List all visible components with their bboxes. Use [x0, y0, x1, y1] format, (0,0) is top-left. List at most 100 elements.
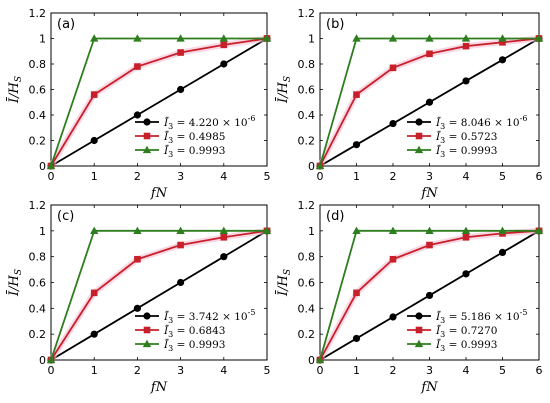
data-point-circle — [220, 253, 228, 261]
y-tick-label: 0.2 — [298, 135, 316, 148]
y-tick-label: 0 — [308, 354, 315, 367]
y-tick-label: 0.6 — [29, 277, 47, 290]
chart-panel-c: 0 1 2 3 4 5 0 0.2 0.4 0.6 0.8 1 1.2 fN Ī/HS (c) Ī3 = 3.7… — [6, 199, 272, 395]
y-axis-label: Ī/HS — [6, 76, 24, 104]
x-tick-label: 0 — [48, 364, 55, 377]
y-tick-label: 1.2 — [29, 199, 47, 212]
y-tick-label: 1 — [39, 225, 46, 238]
x-tick-label: 5 — [499, 170, 506, 183]
series-3 — [46, 226, 272, 364]
x-tick-label: 0 — [317, 170, 324, 183]
data-point-circle — [133, 304, 141, 312]
y-tick-label: 0.4 — [298, 302, 316, 315]
legend-marker-square — [143, 326, 151, 334]
y-tick-label: 0.8 — [29, 251, 47, 264]
legend-label: Ī3 = 0.9993 — [435, 144, 497, 159]
series-line — [50, 37, 268, 167]
panel-label: (b) — [326, 17, 344, 32]
x-tick-label: 5 — [264, 170, 271, 183]
data-point-triangle — [90, 34, 99, 42]
data-point-square — [90, 91, 98, 98]
data-point-triangle — [90, 226, 99, 234]
data-point-triangle — [262, 226, 272, 234]
panel-label: (d) — [326, 209, 344, 224]
data-point-square — [389, 255, 397, 263]
y-tick-label: 1.2 — [298, 199, 316, 212]
data-point-square — [462, 233, 470, 241]
series-3 — [46, 34, 272, 170]
legend-label: Ī3 = 0.9993 — [163, 338, 225, 353]
x-tick-label: 1 — [91, 170, 98, 183]
data-point-circle — [462, 270, 470, 278]
x-tick-label: 4 — [220, 170, 227, 183]
y-tick-label: 0.4 — [29, 302, 47, 315]
y-tick-label: 0.4 — [29, 109, 47, 122]
legend-marker-circle — [143, 312, 151, 320]
y-tick-label: 1 — [39, 33, 46, 46]
data-point-circle — [352, 141, 361, 149]
plot-frame — [50, 204, 268, 361]
y-tick-label: 1.2 — [298, 7, 316, 20]
data-point-triangle — [219, 34, 228, 42]
data-point-square — [462, 42, 470, 50]
series-line — [50, 230, 268, 361]
data-point-circle — [389, 119, 397, 128]
y-tick-label: 0 — [39, 354, 46, 367]
series-line — [50, 37, 268, 167]
series-3 — [315, 34, 544, 170]
data-point-triangle — [498, 34, 507, 42]
y-tick-label: 1 — [308, 225, 315, 238]
data-point-square — [353, 91, 360, 98]
y-tick-label: 0 — [308, 160, 315, 173]
x-tick-label: 1 — [353, 170, 360, 183]
series-line — [50, 37, 267, 167]
data-point-circle — [498, 248, 507, 257]
x-tick-label: 1 — [91, 364, 98, 377]
legend-marker-triangle — [414, 339, 424, 348]
x-tick-label: 3 — [426, 364, 433, 377]
data-point-square — [90, 289, 98, 297]
data-point-circle — [462, 77, 470, 85]
legend-label: Ī3 = 0.6843 — [163, 324, 225, 339]
data-point-square — [353, 289, 360, 297]
x-tick-label: 4 — [220, 364, 227, 377]
data-point-triangle — [461, 226, 471, 234]
data-point-triangle — [315, 161, 325, 170]
data-point-circle — [352, 334, 361, 343]
data-point-square — [134, 255, 141, 263]
legend-label: Ī3 = 3.742 × 10-5 — [163, 308, 255, 325]
x-axis-label: fN — [150, 186, 168, 201]
x-tick-label: 5 — [264, 364, 271, 377]
data-point-square — [389, 64, 397, 72]
x-axis-label: fN — [420, 380, 438, 395]
data-point-circle — [90, 136, 98, 145]
data-point-circle — [389, 313, 397, 321]
data-point-triangle — [133, 226, 142, 234]
x-tick-label: 5 — [499, 364, 506, 377]
data-point-circle — [425, 291, 434, 300]
data-point-circle — [498, 56, 507, 64]
x-axis-label: fN — [150, 380, 168, 395]
y-tick-label: 1.2 — [29, 7, 47, 20]
y-tick-label: 0.2 — [29, 135, 47, 148]
data-point-triangle — [352, 226, 361, 234]
x-tick-label: 6 — [536, 170, 543, 183]
y-tick-label: 0.2 — [298, 328, 316, 341]
x-tick-label: 3 — [177, 364, 184, 377]
y-tick-label: 0.6 — [298, 84, 316, 97]
legend-marker-circle — [415, 118, 423, 126]
y-tick-label: 0.8 — [29, 58, 47, 71]
legend-marker-circle — [143, 118, 151, 126]
x-tick-label: 0 — [317, 364, 324, 377]
data-point-square — [177, 49, 184, 56]
y-axis-label: Ī/HS — [6, 269, 24, 297]
data-point-triangle — [352, 34, 361, 42]
data-point-triangle — [534, 34, 544, 42]
x-tick-label: 1 — [353, 364, 360, 377]
chart-panel-a: 0 1 2 3 4 5 0 0.2 0.4 0.6 0.8 1 1.2 fN Ī/HS (a) Ī3 = 4.2… — [6, 7, 272, 201]
x-tick-label: 4 — [463, 170, 470, 183]
data-point-square — [426, 50, 433, 58]
panel-label: (a) — [57, 17, 75, 32]
x-tick-label: 2 — [134, 170, 141, 183]
legend-label: Ī3 = 0.9993 — [435, 338, 497, 353]
